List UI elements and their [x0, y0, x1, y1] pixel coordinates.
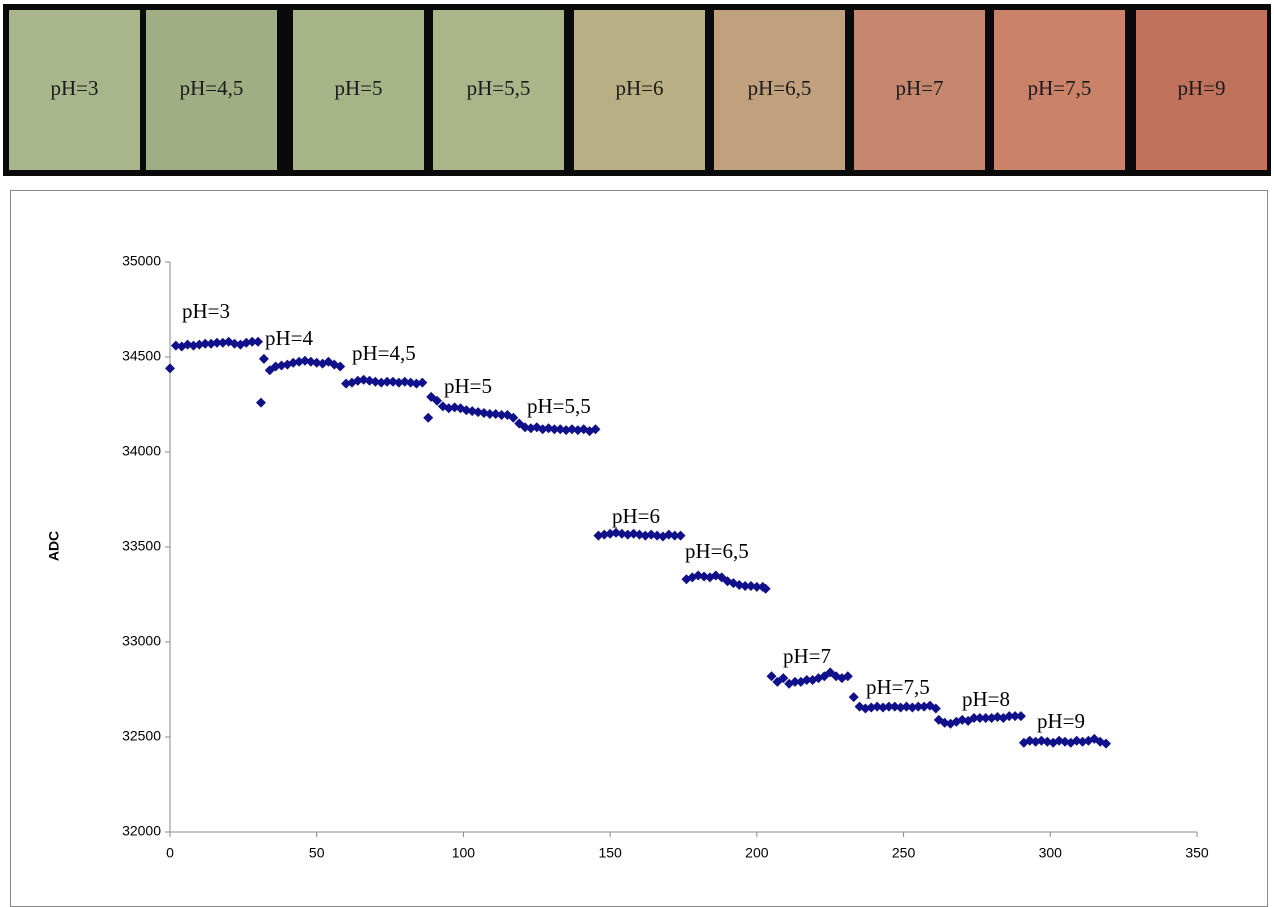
point [751, 581, 762, 592]
swatch-label: pH=5 [334, 76, 382, 100]
annotation: pH=7,5 [866, 675, 930, 699]
x-tick-label: 50 [309, 845, 325, 861]
point [1004, 711, 1015, 722]
annotation: pH=4 [265, 326, 314, 350]
swatch-label: pH=5,5 [467, 76, 531, 100]
swatch [714, 10, 845, 170]
point [974, 713, 985, 723]
swatch [9, 10, 140, 170]
y-tick-label: 33000 [122, 633, 161, 649]
point [930, 703, 941, 714]
point [590, 424, 601, 435]
point [968, 713, 979, 723]
swatch [146, 10, 277, 170]
x-tick-label: 300 [1039, 845, 1063, 861]
swatch-label: pH=7 [895, 76, 943, 100]
x-tick-label: 150 [598, 845, 622, 861]
point [258, 353, 269, 364]
chart-frame [10, 190, 1268, 907]
point [669, 530, 680, 541]
point [417, 377, 428, 388]
point [211, 337, 222, 348]
annotation: pH=8 [962, 687, 1010, 711]
point [200, 338, 211, 349]
x-tick-label: 100 [452, 845, 476, 861]
point [253, 336, 264, 347]
swatch [994, 10, 1125, 170]
point [165, 363, 175, 374]
point [508, 412, 519, 423]
annotation: pH=9 [1037, 709, 1085, 733]
swatch [293, 10, 424, 170]
swatch-label: pH=3 [50, 76, 98, 100]
swatch [854, 10, 985, 170]
swatch-label: pH=7,5 [1028, 76, 1092, 100]
point [790, 676, 801, 687]
y-tick-label: 32500 [122, 728, 161, 744]
x-tick-label: 0 [166, 845, 174, 861]
x-tick-label: 350 [1185, 845, 1209, 861]
annotation: pH=3 [182, 299, 230, 323]
point [1018, 737, 1029, 748]
annotation: pH=6,5 [685, 539, 749, 563]
point [675, 530, 686, 541]
point [423, 412, 434, 423]
annotation: pH=7 [783, 644, 831, 668]
swatch-label: pH=9 [1177, 76, 1225, 100]
point [496, 409, 507, 420]
swatch [433, 10, 564, 170]
swatch [574, 10, 705, 170]
y-tick-label: 35000 [122, 253, 161, 269]
swatch-label: pH=4,5 [180, 76, 244, 100]
point [247, 336, 258, 347]
swatch-label: pH=6 [615, 76, 663, 100]
point [760, 583, 771, 594]
annotation: pH=5,5 [527, 394, 591, 418]
point [778, 673, 789, 684]
point [484, 409, 495, 419]
annotation: pH=5 [444, 374, 492, 398]
point [1015, 711, 1026, 722]
point [432, 395, 443, 406]
annotation: pH=4,5 [352, 341, 416, 365]
y-tick-label: 32000 [122, 823, 161, 839]
point [1101, 738, 1112, 749]
x-tick-label: 250 [892, 845, 916, 861]
point [740, 580, 751, 591]
point [883, 701, 894, 712]
point [335, 361, 346, 372]
point [848, 692, 859, 703]
x-tick-label: 200 [745, 845, 769, 861]
point [382, 376, 393, 387]
point [255, 397, 266, 408]
swatch [1136, 10, 1267, 170]
y-tick-label: 33500 [122, 538, 161, 554]
annotation: pH=6 [612, 504, 660, 528]
point [801, 675, 812, 685]
point [1010, 711, 1021, 722]
y-axis-label: ADC [46, 531, 62, 561]
point [549, 424, 560, 435]
y-tick-label: 34000 [122, 443, 161, 459]
swatch-label: pH=6,5 [748, 76, 812, 100]
point [842, 671, 853, 682]
point [980, 713, 991, 723]
point [766, 671, 777, 682]
y-tick-label: 34500 [122, 348, 161, 364]
point [913, 701, 924, 712]
